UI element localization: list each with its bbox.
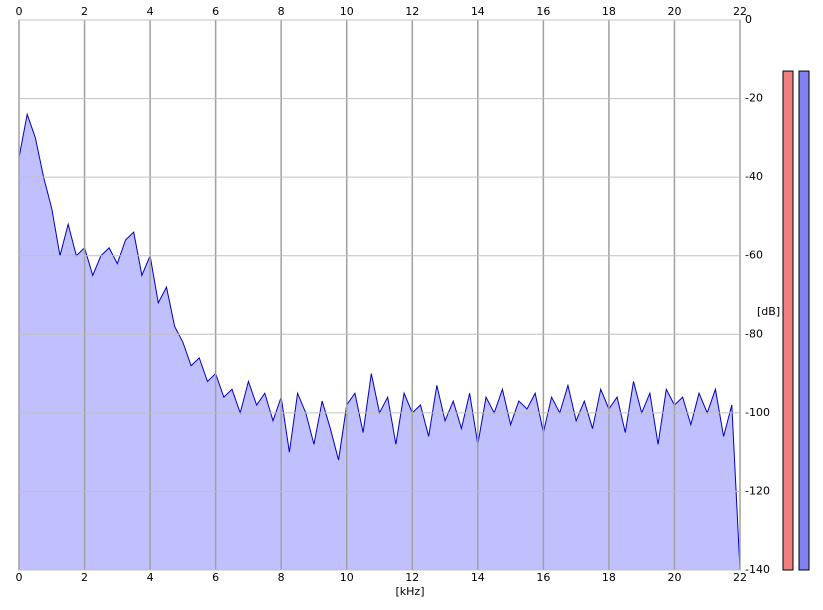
- level-meter: [782, 70, 794, 571]
- x-tick-label: 18: [602, 571, 616, 584]
- x-tick-label: 20: [667, 5, 681, 18]
- x-tick-label: 6: [212, 5, 219, 18]
- y-tick-label: -80: [745, 327, 763, 340]
- x-tick-label: 16: [536, 571, 550, 584]
- x-tick-label: 8: [278, 571, 285, 584]
- x-tick-label: 20: [667, 571, 681, 584]
- y-tick-label: -120: [745, 484, 770, 497]
- x-tick-label: 12: [405, 571, 419, 584]
- y-tick-label: -140: [745, 563, 770, 576]
- x-tick-label: 2: [81, 5, 88, 18]
- x-tick-label: 12: [405, 5, 419, 18]
- area: [19, 114, 740, 571]
- x-tick-label: 6: [212, 571, 219, 584]
- grid: [18, 19, 741, 571]
- x-tick-label: 0: [16, 5, 23, 18]
- y-tick-label: -20: [745, 92, 763, 105]
- y-tick-label: -40: [745, 170, 763, 183]
- x-tick-label: 4: [147, 571, 154, 584]
- x-tick-label: 22: [733, 5, 747, 18]
- x-tick-label: 8: [278, 5, 285, 18]
- x-tick-label: 16: [536, 5, 550, 18]
- y-axis-label: [dB]: [757, 305, 780, 318]
- x-tick-label: 14: [471, 5, 485, 18]
- x-tick-label: 4: [147, 5, 154, 18]
- x-tick-label: 2: [81, 571, 88, 584]
- x-tick-label: 22: [733, 571, 747, 584]
- x-tick-label: 10: [340, 5, 354, 18]
- y-tick-label: 0: [745, 13, 752, 26]
- x-tick-label: 10: [340, 571, 354, 584]
- x-axis-label: [kHz]: [396, 585, 425, 598]
- y-tick-label: -60: [745, 249, 763, 262]
- y-tick-label: -100: [745, 406, 770, 419]
- x-tick-label: 18: [602, 5, 616, 18]
- x-tick-label: 14: [471, 571, 485, 584]
- x-tick-label: 0: [16, 571, 23, 584]
- level-meter: [798, 70, 810, 571]
